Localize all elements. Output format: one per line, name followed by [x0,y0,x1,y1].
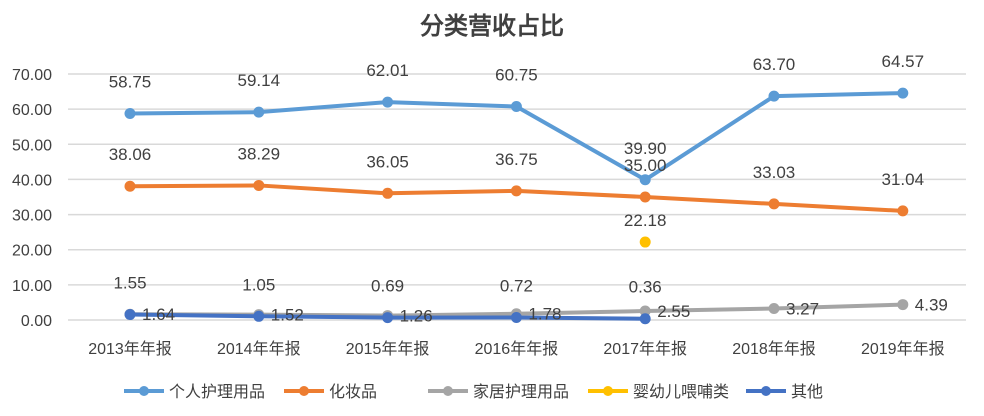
data-label: 0.72 [500,276,533,295]
y-tick-label: 20.00 [12,243,52,260]
data-label: 22.18 [624,211,667,230]
y-tick-label: 40.00 [12,172,52,189]
y-tick-label: 70.00 [12,67,52,84]
x-tick-label: 2016年年报 [475,340,559,358]
data-point [768,90,780,102]
data-label: 2.55 [657,302,690,321]
data-point [510,185,522,197]
data-label: 1.55 [113,274,146,293]
data-label: 1.26 [400,307,433,326]
data-point [639,305,651,317]
data-point [510,311,522,323]
data-point [510,101,522,113]
x-tick-label: 2013年年报 [88,340,172,358]
data-label: 1.52 [271,306,304,325]
chart-title: 分类营收占比 [420,13,564,40]
data-label: 3.27 [786,300,819,319]
legend-label: 其他 [791,383,823,401]
data-label: 62.01 [366,61,409,80]
data-label: 0.69 [371,277,404,296]
data-label: 60.75 [495,66,538,85]
data-label: 59.14 [238,71,281,90]
data-label: 0.36 [629,278,662,297]
legend-marker-icon [603,386,613,396]
x-tick-label: 2017年年报 [603,340,687,358]
legend-label: 化妆品 [329,383,377,401]
legend-marker-icon [299,386,309,396]
x-tick-label: 2019年年报 [861,340,945,358]
legend-label: 婴幼儿喂哺类 [633,383,729,401]
legend-label: 个人护理用品 [169,383,265,401]
data-label: 4.39 [915,296,948,315]
data-label: 1.64 [142,305,175,324]
data-label: 1.05 [242,275,275,294]
data-label: 31.04 [882,170,925,189]
data-point [639,313,651,325]
legend-label: 家居护理用品 [473,383,569,401]
data-label: 1.78 [528,305,561,324]
data-point [382,96,394,108]
data-point [124,180,136,192]
data-point [897,87,909,99]
y-tick-label: 30.00 [12,208,52,225]
data-point [253,310,265,322]
data-point [639,174,651,186]
data-label: 38.29 [238,144,281,163]
data-point [253,179,265,191]
data-label: 64.57 [882,52,925,71]
y-tick-label: 0.00 [21,313,52,330]
data-label: 35.00 [624,156,667,175]
data-point [768,198,780,210]
data-point [639,191,651,203]
data-point [382,312,394,324]
data-point [253,106,265,118]
data-label: 39.90 [624,139,667,158]
data-label: 36.05 [366,152,409,171]
data-point [897,299,909,311]
x-tick-label: 2014年年报 [217,340,301,358]
data-point [124,108,136,120]
y-tick-label: 50.00 [12,137,52,154]
data-point [124,309,136,321]
legend-marker-icon [443,386,453,396]
y-tick-label: 60.00 [12,102,52,119]
data-label: 33.03 [753,163,796,182]
x-tick-label: 2018年年报 [732,340,816,358]
legend-marker-icon [761,386,771,396]
data-point [768,303,780,315]
data-point [897,205,909,217]
x-tick-label: 2015年年报 [346,340,430,358]
data-label: 63.70 [753,55,796,74]
y-tick-label: 10.00 [12,278,52,295]
data-point [382,187,394,199]
data-label: 38.06 [109,145,152,164]
data-label: 58.75 [109,73,152,92]
legend-marker-icon [139,386,149,396]
data-label: 36.75 [495,150,538,169]
data-point [639,236,651,248]
